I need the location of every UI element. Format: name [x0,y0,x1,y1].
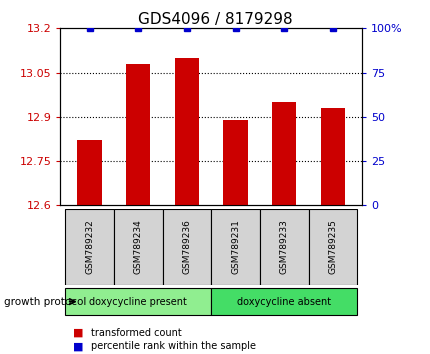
Text: growth protocol: growth protocol [4,297,86,307]
Bar [223,120,247,205]
Text: ■: ■ [73,328,83,338]
Text: GSM789236: GSM789236 [182,219,191,274]
Bar [271,102,296,205]
Bar [162,209,211,285]
Text: GSM789231: GSM789231 [230,219,240,274]
Text: GDS4096 / 8179298: GDS4096 / 8179298 [138,12,292,27]
Text: transformed count: transformed count [90,328,181,338]
Bar [308,209,356,285]
Text: doxycycline absent: doxycycline absent [237,297,331,307]
Bar [174,58,199,205]
Bar [114,209,162,285]
Text: ■: ■ [73,341,83,351]
Bar [320,108,344,205]
Bar [259,209,308,285]
Bar [211,288,356,315]
Text: GSM789233: GSM789233 [279,219,288,274]
Text: GSM789235: GSM789235 [328,219,337,274]
Text: doxycycline present: doxycycline present [89,297,187,307]
Text: percentile rank within the sample: percentile rank within the sample [90,341,255,351]
Bar [126,64,150,205]
Text: GSM789234: GSM789234 [133,219,142,274]
Bar [77,141,101,205]
Bar [65,209,114,285]
Bar [65,288,211,315]
Text: GSM789232: GSM789232 [85,219,94,274]
Bar [211,209,259,285]
